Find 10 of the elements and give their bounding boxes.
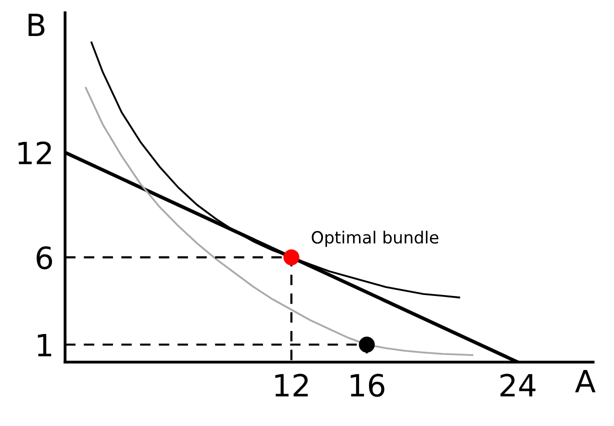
y-axis-title: B [28,14,44,36]
y-tick-label: 1 [38,334,52,356]
annotation: Optimal bundle [312,230,438,247]
line-series [84,86,474,356]
x-tick-label: 12 [275,374,308,396]
y-tick-label: 6 [36,246,52,270]
x-tick-label: 24 [500,374,536,396]
y-tick-label: 12 [18,141,51,164]
x-axis-title: A [575,370,596,392]
x-tick-label: 16 [350,374,384,397]
